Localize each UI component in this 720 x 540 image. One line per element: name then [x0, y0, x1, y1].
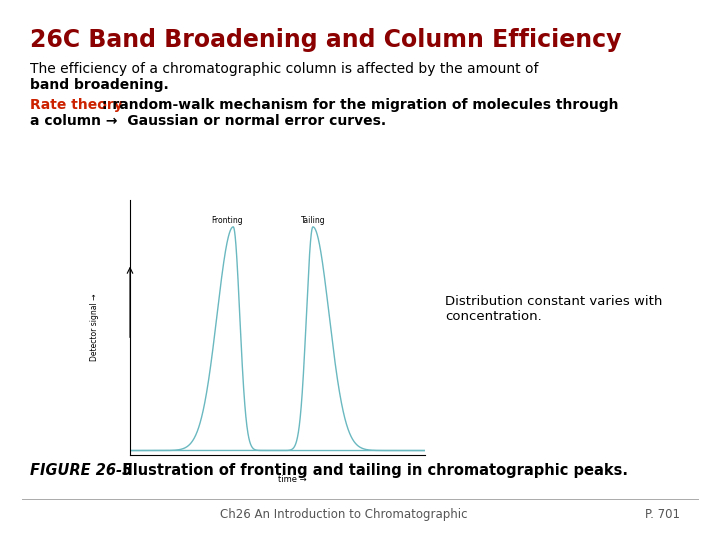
Text: : random-walk mechanism for the migration of molecules through: : random-walk mechanism for the migratio… — [102, 98, 618, 112]
Text: 26C Band Broadening and Column Efficiency: 26C Band Broadening and Column Efficienc… — [30, 28, 621, 52]
Text: Rate theory: Rate theory — [30, 98, 122, 112]
Text: FIGURE 26-5: FIGURE 26-5 — [30, 463, 132, 478]
Text: Illustration of fronting and tailing in chromatographic peaks.: Illustration of fronting and tailing in … — [112, 463, 628, 478]
Text: band broadening.: band broadening. — [30, 78, 168, 92]
Text: Fronting: Fronting — [212, 215, 243, 225]
Text: The efficiency of a chromatographic column is affected by the amount of: The efficiency of a chromatographic colu… — [30, 62, 539, 76]
Text: a column →  Gaussian or normal error curves.: a column → Gaussian or normal error curv… — [30, 114, 386, 128]
Text: Ch26 An Introduction to Chromatographic: Ch26 An Introduction to Chromatographic — [220, 508, 467, 521]
Text: Tailing: Tailing — [300, 215, 325, 225]
Text: Distribution constant varies with
concentration.: Distribution constant varies with concen… — [445, 295, 662, 323]
Text: Detector signal →: Detector signal → — [90, 294, 99, 361]
Text: P. 701: P. 701 — [645, 508, 680, 521]
Text: time →: time → — [278, 475, 307, 484]
